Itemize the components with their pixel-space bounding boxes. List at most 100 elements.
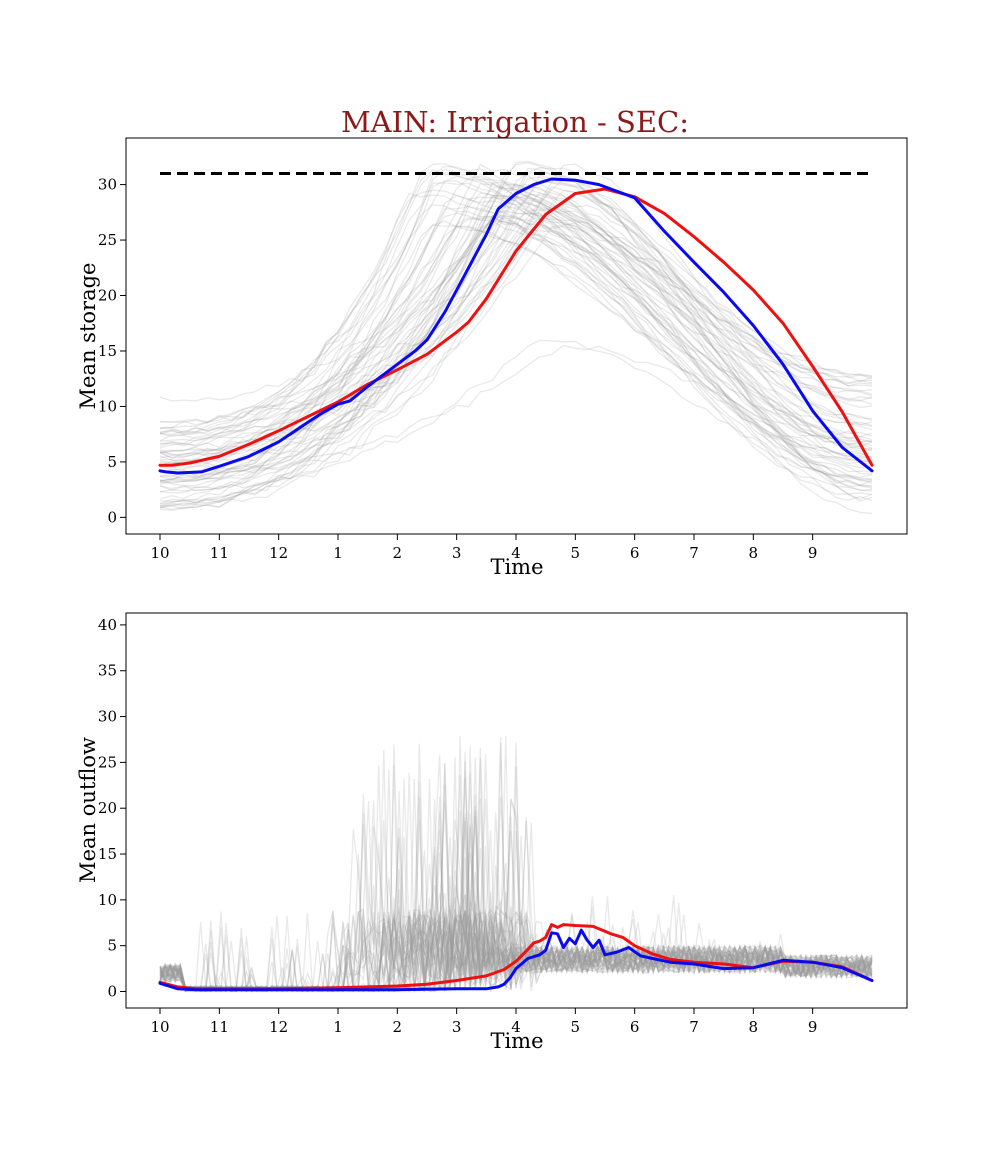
- outflow-y-axis: 0 5 10 15 20 25 30 35 40: [98, 616, 126, 1001]
- storage-x-tick-label: 1: [333, 544, 343, 562]
- storage-x-tick-label: 10: [150, 544, 169, 562]
- outflow-y-tick-label: 0: [107, 983, 117, 1001]
- outflow-y-tick-label: 35: [98, 662, 117, 680]
- storage-ensemble-trace: [159, 344, 873, 475]
- storage-ensemble-trace: [159, 183, 873, 456]
- storage-ensemble-trace: [160, 174, 873, 489]
- storage-ensemble-trace: [159, 178, 873, 500]
- outflow-ensemble-trace: [159, 735, 873, 993]
- storage-x-tick-label: 9: [808, 544, 818, 562]
- storage-y-axis-label: Mean storage: [76, 263, 100, 410]
- storage-x-axis-label: Time: [490, 555, 543, 579]
- outflow-x-tick-label: 2: [393, 1018, 403, 1036]
- storage-ensemble-trace: [159, 209, 873, 467]
- storage-y-tick-label: 30: [98, 176, 117, 194]
- storage-x-axis: 10 11 12 1 2 3 4 5 6 7 8 9: [150, 534, 817, 562]
- storage-ensemble-trace: [159, 215, 873, 423]
- storage-mean-line: [158, 187, 874, 467]
- outflow-x-tick-label: 6: [630, 1018, 640, 1036]
- outflow-y-tick-label: 30: [98, 708, 117, 726]
- storage-ensemble-trace: [159, 184, 873, 464]
- storage-ensemble-trace: [159, 175, 873, 460]
- outflow-x-tick-label: 8: [749, 1018, 759, 1036]
- storage-x-tick-label: 2: [393, 544, 403, 562]
- outflow-series-lines: [158, 923, 874, 992]
- outflow-x-tick-label: 12: [269, 1018, 288, 1036]
- storage-y-tick-label: 0: [107, 508, 117, 526]
- storage-y-tick-label: 25: [98, 231, 117, 249]
- outflow-ensemble-trace: [159, 778, 873, 993]
- storage-ensemble-trace: [159, 163, 873, 459]
- outflow-x-axis-label: Time: [490, 1029, 543, 1053]
- storage-ensemble-trace: [159, 205, 873, 509]
- storage-ensemble-trace: [159, 211, 873, 515]
- outflow-x-tick-label: 10: [150, 1018, 169, 1036]
- storage-ensemble-trace: [159, 225, 873, 478]
- outflow-y-tick-label: 5: [107, 937, 117, 955]
- storage-ensemble-trace: [159, 167, 873, 487]
- storage-ensemble-trace: [159, 169, 873, 447]
- storage-ensemble-trace: [159, 205, 873, 443]
- storage-ensemble-trace: [159, 222, 873, 510]
- storage-x-tick-label: 8: [749, 544, 759, 562]
- storage-ensemble-trace: [159, 189, 873, 447]
- outflow-ensemble-trace: [159, 764, 873, 993]
- storage-ensemble-trace: [159, 210, 873, 483]
- storage-ensemble-trace: [159, 168, 873, 485]
- storage-ensemble-trace: [159, 160, 873, 504]
- outflow-mean-line: [158, 923, 874, 991]
- storage-ensemble-trace: [159, 195, 873, 511]
- outflow-x-tick-label: 9: [808, 1018, 818, 1036]
- storage-ensemble-trace: [159, 224, 873, 505]
- storage-ensemble-trace: [159, 171, 873, 450]
- storage-ensemble-trace: [159, 339, 873, 494]
- outflow-x-tick-label: 3: [452, 1018, 462, 1036]
- storage-x-tick-label: 11: [210, 544, 229, 562]
- storage-ensemble-trace: [159, 192, 873, 484]
- outflow-highlight-line: [158, 928, 874, 992]
- storage-ensemble-trace: [159, 182, 873, 509]
- outflow-x-tick-label: 1: [333, 1018, 343, 1036]
- storage-x-tick-label: 6: [630, 544, 640, 562]
- storage-ensemble-trace: [159, 222, 873, 477]
- figure-title: MAIN: Irrigation - SEC:: [341, 105, 689, 139]
- outflow-x-tick-label: 7: [689, 1018, 699, 1036]
- storage-ensemble-trace: [159, 220, 873, 460]
- outflow-y-tick-label: 25: [98, 753, 117, 771]
- storage-x-tick-label: 12: [269, 544, 288, 562]
- storage-ensemble-trace: [159, 176, 873, 482]
- storage-y-axis: 0 5 10 15 20 25 30: [98, 176, 126, 526]
- outflow-ensemble-trace: [159, 852, 873, 993]
- storage-ensemble-trace: [159, 220, 873, 435]
- storage-series-lines: [158, 177, 874, 475]
- storage-ensemble-trace: [159, 163, 873, 454]
- outflow-x-tick-label: 5: [571, 1018, 581, 1036]
- outflow-y-tick-label: 15: [98, 845, 117, 863]
- storage-y-tick-label: 20: [98, 287, 117, 305]
- storage-y-tick-label: 5: [107, 453, 117, 471]
- storage-x-tick-label: 4: [511, 544, 521, 562]
- storage-x-tick-label: 5: [571, 544, 581, 562]
- outflow-y-axis-label: Mean outflow: [76, 737, 100, 883]
- storage-ensemble-trace: [159, 189, 873, 505]
- storage-ensemble-trace: [159, 214, 873, 452]
- storage-ensemble-trace: [159, 182, 873, 467]
- outflow-x-tick-label: 4: [511, 1018, 521, 1036]
- storage-ensemble-trace: [159, 180, 873, 500]
- outflow-x-axis: 10 11 12 1 2 3 4 5 6 7 8 9: [150, 1008, 817, 1036]
- storage-ensemble-trace: [159, 182, 873, 508]
- outflow-ensemble-lines: [159, 735, 873, 993]
- storage-x-tick-label: 7: [689, 544, 699, 562]
- storage-ensemble-trace: [159, 165, 873, 473]
- storage-ensemble-trace: [159, 161, 873, 511]
- storage-ensemble-trace: [159, 180, 873, 492]
- storage-y-tick-label: 15: [98, 342, 117, 360]
- storage-y-tick-label: 10: [98, 397, 117, 415]
- outflow-y-tick-label: 40: [98, 616, 117, 634]
- storage-ensemble-trace: [159, 183, 873, 480]
- storage-ensemble-trace: [159, 186, 873, 492]
- storage-ensemble-trace: [159, 187, 873, 507]
- storage-ensemble-trace: [159, 196, 873, 475]
- storage-highlight-line: [158, 177, 874, 475]
